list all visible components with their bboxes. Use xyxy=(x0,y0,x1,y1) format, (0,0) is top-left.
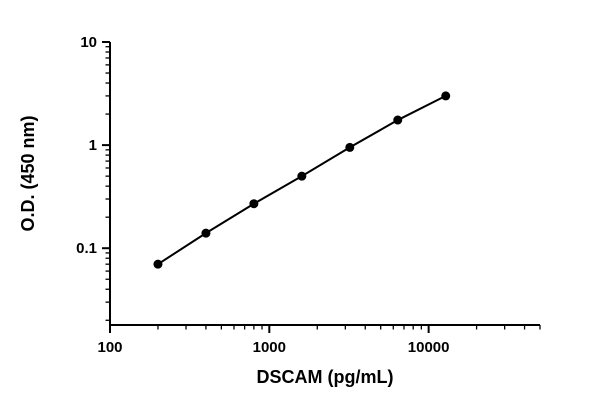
data-point xyxy=(441,91,451,101)
data-point xyxy=(393,115,403,125)
y-axis-title: O.D. (450 nm) xyxy=(18,115,38,231)
y-tick-label: 0.1 xyxy=(76,240,97,257)
y-tick-label: 10 xyxy=(80,34,97,51)
x-tick-label: 100 xyxy=(97,339,122,356)
data-point xyxy=(153,259,163,269)
y-tick-label: 1 xyxy=(89,137,97,154)
data-point xyxy=(201,228,211,238)
data-point xyxy=(249,199,259,209)
x-tick-label: 10000 xyxy=(408,339,450,356)
data-point xyxy=(297,171,307,181)
data-point xyxy=(345,142,355,152)
x-axis-title: DSCAM (pg/mL) xyxy=(257,367,394,387)
x-tick-label: 1000 xyxy=(253,339,286,356)
